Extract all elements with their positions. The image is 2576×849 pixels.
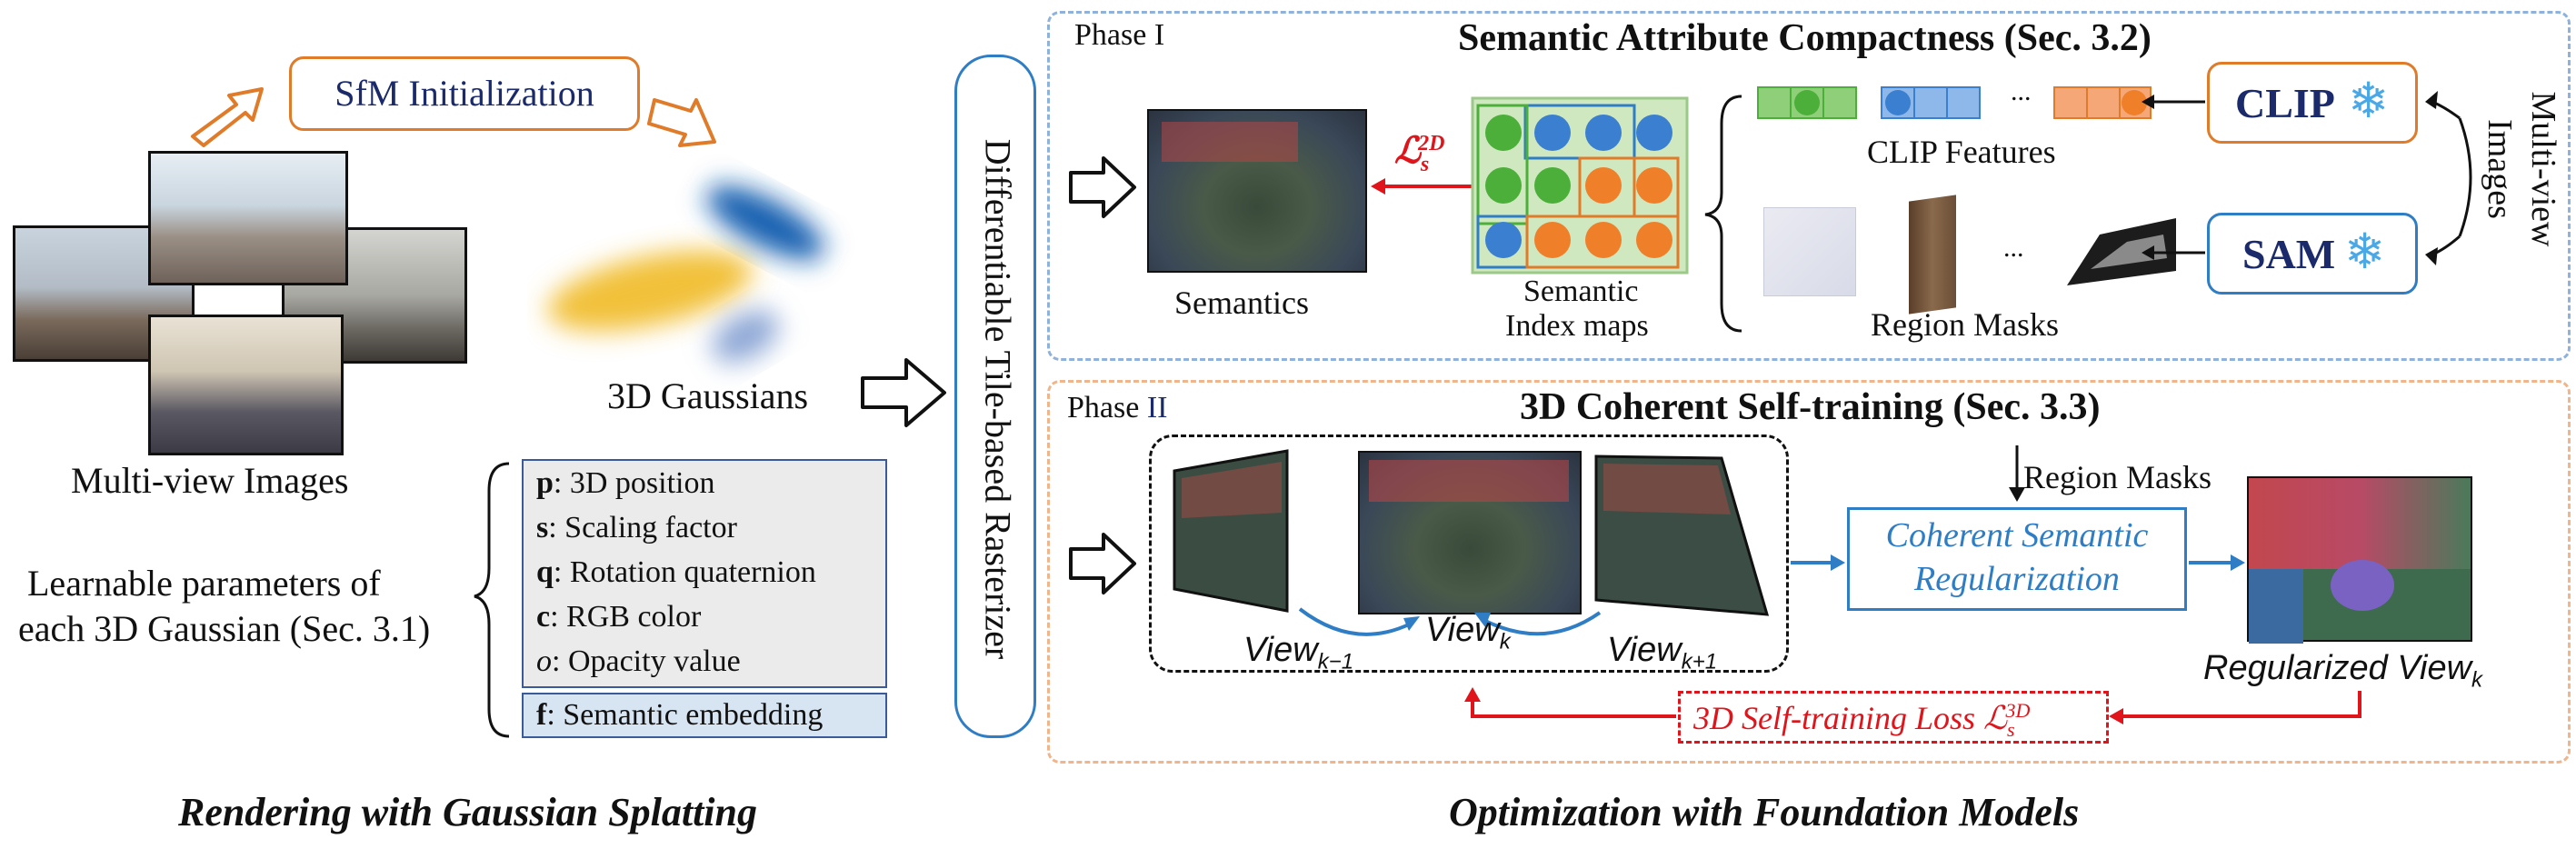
index-dot xyxy=(1585,167,1622,204)
sam-snowflake-icon: ❄ xyxy=(2344,225,2386,279)
sam-model-box: SAM ❄ xyxy=(2207,213,2418,295)
phase2-label: Phase II xyxy=(1067,391,1168,424)
index-maps-caption-line2: Index maps xyxy=(1505,309,1649,343)
clip-model-box: CLIP ❄ xyxy=(2207,62,2418,144)
clip-feature-bars xyxy=(1757,86,2152,119)
param-row-c: c: RGB color xyxy=(536,600,702,634)
self-training-loss-path xyxy=(1464,687,2361,724)
region-mask-2 xyxy=(1909,195,1956,315)
clip-feature-orange xyxy=(2053,86,2152,119)
learnable-caption-line1: Learnable parameters of xyxy=(27,563,381,604)
view-next-label: Viewk+1 xyxy=(1607,631,1718,674)
sfm-label: SfM Initialization xyxy=(334,73,594,114)
rasterizer-label: Differentiable Tile-based Rasterizer xyxy=(977,138,1019,660)
phase1-panel xyxy=(1047,11,2571,361)
regularization-line2: Regularization xyxy=(1914,560,2120,598)
rasterizer-box: Differentiable Tile-based Rasterizer xyxy=(954,55,1036,738)
index-dot xyxy=(1485,115,1522,151)
multiview-photo-bottom xyxy=(148,315,344,455)
features-brace xyxy=(1704,95,1742,333)
index-dot xyxy=(1636,115,1672,151)
multiview-caption: Multi-view Images xyxy=(71,460,349,501)
param-row-s: s: Scaling factor xyxy=(536,511,737,544)
loss-2d-label: ℒs2D xyxy=(1394,130,1445,176)
region-mask-1 xyxy=(1763,207,1856,296)
phase2-region-masks-label: Region Masks xyxy=(2023,459,2212,495)
param-row-p: p: 3D position xyxy=(536,466,715,500)
index-dot xyxy=(1636,167,1672,204)
clip-snowflake-icon: ❄ xyxy=(2348,74,2390,128)
params-brace xyxy=(474,462,510,738)
sfm-arrows xyxy=(191,87,716,147)
region-mask-3 xyxy=(2067,218,2176,285)
self-training-loss-box: 3D Self-training Loss ℒs3D xyxy=(1678,691,2109,744)
index-dot xyxy=(1585,115,1622,151)
semantic-param-box: f: Semantic embedding xyxy=(522,693,887,738)
regularized-view-render xyxy=(2247,476,2472,644)
multiview-side-line2: Images xyxy=(2481,119,2519,219)
region-masks-down-arrow xyxy=(2009,445,2025,502)
index-dot xyxy=(1485,222,1522,258)
semantics-render xyxy=(1147,109,1367,273)
sfm-initialization-box: SfM Initialization xyxy=(289,56,640,131)
clip-ellipsis: ... xyxy=(2011,76,2032,106)
phase2-panel xyxy=(1047,380,2571,764)
index-dot xyxy=(1534,222,1571,258)
mask-ellipsis: ... xyxy=(2003,233,2024,263)
gaussians-caption: 3D Gaussians xyxy=(607,375,809,416)
index-dot xyxy=(1485,167,1522,204)
param-row-o: o: Opacity value xyxy=(536,644,741,678)
left-section-title: Rendering with Gaussian Splatting xyxy=(178,790,757,834)
phase1-title: Semantic Attribute Compactness (Sec. 3.2… xyxy=(1458,17,2152,59)
views-group xyxy=(1149,434,1789,673)
model-output-arrows xyxy=(2142,91,2472,265)
regularized-view-label: Regularized Viewk xyxy=(2203,649,2483,693)
clip-features-caption: CLIP Features xyxy=(1867,134,2056,170)
view-k-render xyxy=(1358,451,1582,614)
phase2-title: 3D Coherent Self-training (Sec. 3.3) xyxy=(1520,386,2101,428)
view-prev-label: Viewk−1 xyxy=(1243,631,1354,674)
multiview-side-line1: Multi-view xyxy=(2524,91,2562,247)
index-dot xyxy=(1534,167,1571,204)
clip-label: CLIP xyxy=(2235,80,2335,126)
phase1-label: Phase I xyxy=(1074,18,1165,52)
semantics-caption: Semantics xyxy=(1174,285,1309,321)
gaussian-blobs xyxy=(547,185,824,363)
params-box: p: 3D position s: Scaling factor q: Rota… xyxy=(522,459,887,688)
arrow-to-rasterizer xyxy=(861,358,946,427)
phase2-input-arrow xyxy=(1069,533,1136,594)
loss-2d-arrow xyxy=(1371,178,1474,195)
param-row-q: q: Rotation quaternion xyxy=(536,555,816,589)
arrow-to-regularized-view xyxy=(2189,554,2245,571)
phase1-input-arrow xyxy=(1069,156,1136,218)
sam-label: SAM xyxy=(2242,231,2336,277)
regularization-line1: Coherent Semantic xyxy=(1885,516,2149,554)
semantic-index-map xyxy=(1471,96,1689,275)
region-masks-caption: Region Masks xyxy=(1871,306,2059,343)
self-training-loss-label: 3D Self-training Loss ℒs3D xyxy=(1693,699,2031,742)
arrow-to-regularization xyxy=(1791,554,1845,571)
learnable-caption-line2: each 3D Gaussian (Sec. 3.1) xyxy=(18,608,431,649)
right-section-title: Optimization with Foundation Models xyxy=(1449,790,2080,834)
index-maps-caption-line1: Semantic xyxy=(1523,275,1639,308)
index-dot xyxy=(1585,222,1622,258)
index-dot xyxy=(1636,222,1672,258)
param-row-f: f: Semantic embedding xyxy=(536,698,824,732)
view-link-arrows xyxy=(1298,607,1602,636)
index-dot xyxy=(1534,115,1571,151)
multiview-photo-top xyxy=(148,151,348,285)
clip-feature-green xyxy=(1757,86,1857,119)
clip-feature-blue xyxy=(1881,86,1981,119)
view-k-label: Viewk xyxy=(1425,611,1511,654)
regularization-box: Coherent Semantic Regularization xyxy=(1847,507,2187,611)
view-next-render xyxy=(1594,454,1770,616)
view-prev-render xyxy=(1173,449,1289,613)
